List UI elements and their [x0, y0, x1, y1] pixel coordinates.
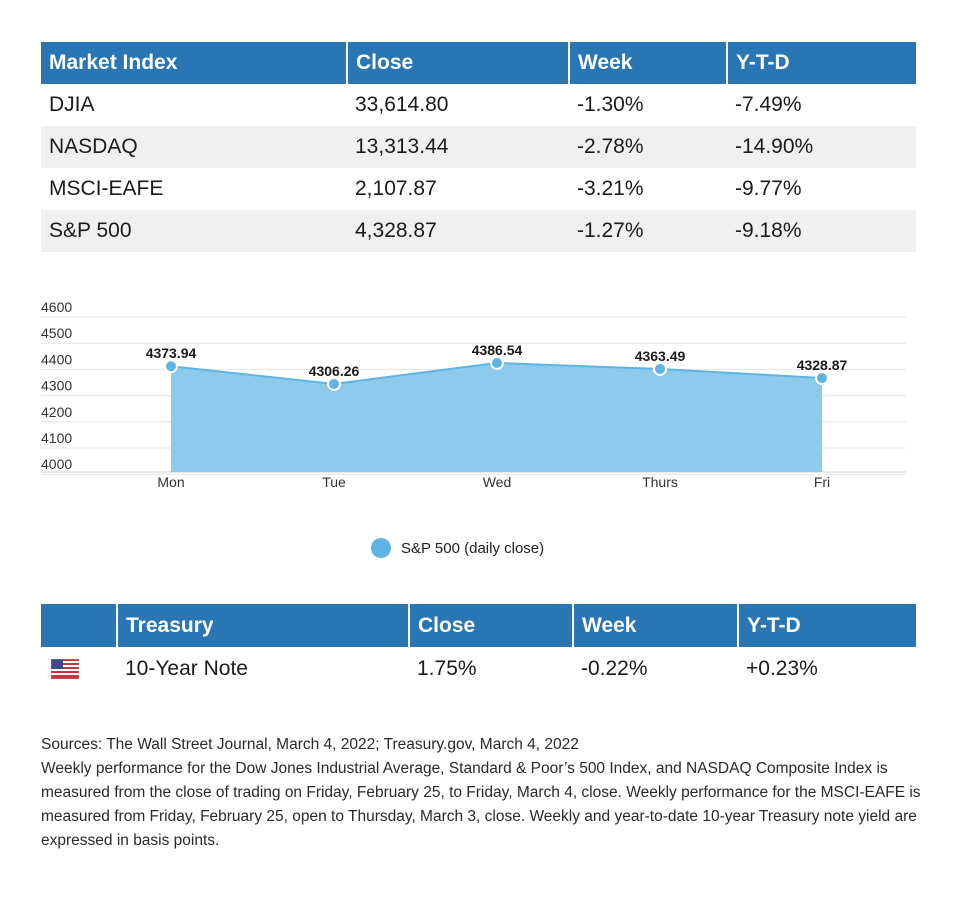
sources-note: Sources: The Wall Street Journal, March …: [41, 736, 579, 753]
table-row: 10-Year Note 1.75% -0.22% +0.23%: [41, 647, 916, 691]
index-name: S&P 500: [41, 210, 347, 252]
table-row: MSCI-EAFE 2,107.87 -3.21% -9.77%: [41, 168, 916, 210]
data-label: 4306.26: [309, 363, 360, 379]
data-point: [327, 376, 341, 391]
footnotes: Sources: The Wall Street Journal, March …: [41, 733, 921, 853]
y-tick-label: 4600: [41, 299, 72, 315]
y-tick-label: 4300: [41, 378, 72, 394]
index-close: 4,328.87: [347, 210, 569, 252]
header-week: Week: [568, 42, 727, 84]
header-close: Close: [346, 42, 569, 84]
x-tick-label: Fri: [814, 474, 830, 490]
legend-label: S&P 500 (daily close): [401, 540, 544, 557]
data-label: 4386.54: [472, 342, 523, 358]
flag-cell: [41, 647, 117, 691]
market-table-header: Market Index Close Week Y-T-D: [41, 42, 916, 84]
table-row: S&P 500 4,328.87 -1.27% -9.18%: [41, 210, 916, 252]
index-name: DJIA: [41, 84, 347, 126]
x-tick-label: Wed: [483, 474, 512, 490]
header-close: Close: [408, 604, 573, 647]
data-point: [490, 355, 504, 370]
header-week: Week: [572, 604, 738, 647]
treasury-close: 1.75%: [409, 647, 573, 691]
header-flag: [41, 604, 117, 647]
header-market-index: Market Index: [41, 42, 347, 84]
index-ytd: -14.90%: [727, 126, 916, 168]
index-ytd: -9.18%: [727, 210, 916, 252]
table-row: DJIA 33,614.80 -1.30% -7.49%: [41, 84, 916, 126]
index-week: -1.30%: [569, 84, 727, 126]
market-index-table: Market Index Close Week Y-T-D DJIA 33,61…: [41, 42, 916, 252]
treasury-table-header: Treasury Close Week Y-T-D: [41, 604, 916, 647]
data-point: [653, 361, 667, 376]
header-ytd: Y-T-D: [737, 604, 916, 647]
treasury-table: Treasury Close Week Y-T-D 10-: [41, 604, 916, 691]
index-name: MSCI-EAFE: [41, 168, 347, 210]
us-flag-icon: [51, 659, 79, 680]
data-label: 4328.87: [797, 357, 848, 373]
y-tick-label: 4400: [41, 351, 72, 367]
x-tick-label: Mon: [157, 474, 184, 490]
index-name: NASDAQ: [41, 126, 347, 168]
legend-marker: [371, 538, 391, 558]
treasury-name: 10-Year Note: [117, 647, 409, 691]
methodology-note: Weekly performance for the Dow Jones Ind…: [41, 760, 921, 849]
sp500-daily-chart: 4000 4100 4200 4300 4400 4500 4600 4373.94 4306.…: [41, 299, 906, 558]
data-point: [815, 371, 829, 386]
index-ytd: -9.77%: [727, 168, 916, 210]
treasury-week: -0.22%: [573, 647, 738, 691]
x-tick-label: Tue: [322, 474, 346, 490]
index-close: 13,313.44: [347, 126, 569, 168]
index-close: 2,107.87: [347, 168, 569, 210]
index-ytd: -7.49%: [727, 84, 916, 126]
x-tick-label: Thurs: [642, 474, 678, 490]
index-week: -2.78%: [569, 126, 727, 168]
y-tick-label: 4000: [41, 456, 72, 472]
index-week: -3.21%: [569, 168, 727, 210]
data-label: 4373.94: [146, 345, 197, 361]
data-point: [164, 359, 178, 374]
header-ytd: Y-T-D: [726, 42, 916, 84]
series-area: [171, 362, 822, 473]
treasury-ytd: +0.23%: [738, 647, 916, 691]
index-week: -1.27%: [569, 210, 727, 252]
header-treasury: Treasury: [116, 604, 409, 647]
y-tick-label: 4500: [41, 325, 72, 341]
data-label: 4363.49: [635, 348, 686, 364]
table-row: NASDAQ 13,313.44 -2.78% -14.90%: [41, 126, 916, 168]
y-tick-label: 4100: [41, 430, 72, 446]
y-tick-label: 4200: [41, 404, 72, 420]
index-close: 33,614.80: [347, 84, 569, 126]
